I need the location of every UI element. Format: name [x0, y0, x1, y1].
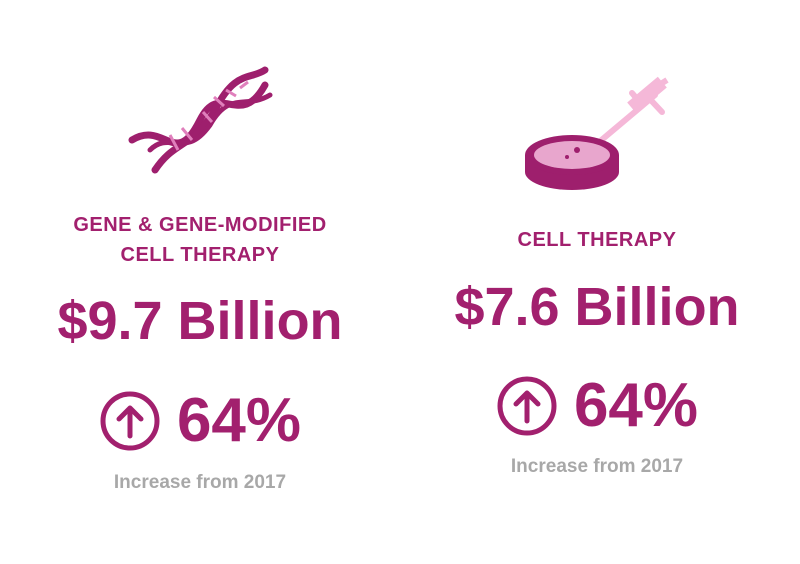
- up-arrow-icon: [497, 376, 557, 435]
- dna-icon: [128, 66, 273, 174]
- amount: $7.6 Billion: [454, 277, 740, 337]
- panel: CELL THERAPY $7.6 Billion 64% Increase f…: [397, 0, 797, 564]
- change-value: 64%: [176, 386, 302, 455]
- amount: $9.7 Billion: [57, 291, 343, 351]
- up-arrow-icon: [100, 391, 160, 450]
- title: CELL THERAPY: [397, 225, 797, 255]
- petri-dish-icon: [525, 76, 669, 190]
- title-line: GENE & GENE-MODIFIED: [73, 214, 327, 236]
- panel: GENE & GENE-MODIFIED CELL THERAPY $9.7 Bi…: [0, 66, 400, 493]
- change-row: 64%: [397, 370, 797, 441]
- note: Increase from 2017: [510, 456, 684, 477]
- change-value: 64%: [573, 371, 699, 440]
- title: GENE & GENE-MODIFIED CELL THERAPY: [0, 210, 400, 270]
- title-line: CELL THERAPY: [517, 229, 677, 251]
- change-row: 64%: [0, 385, 400, 456]
- note: Increase from 2017: [113, 472, 287, 493]
- title-line: CELL THERAPY: [120, 244, 280, 266]
